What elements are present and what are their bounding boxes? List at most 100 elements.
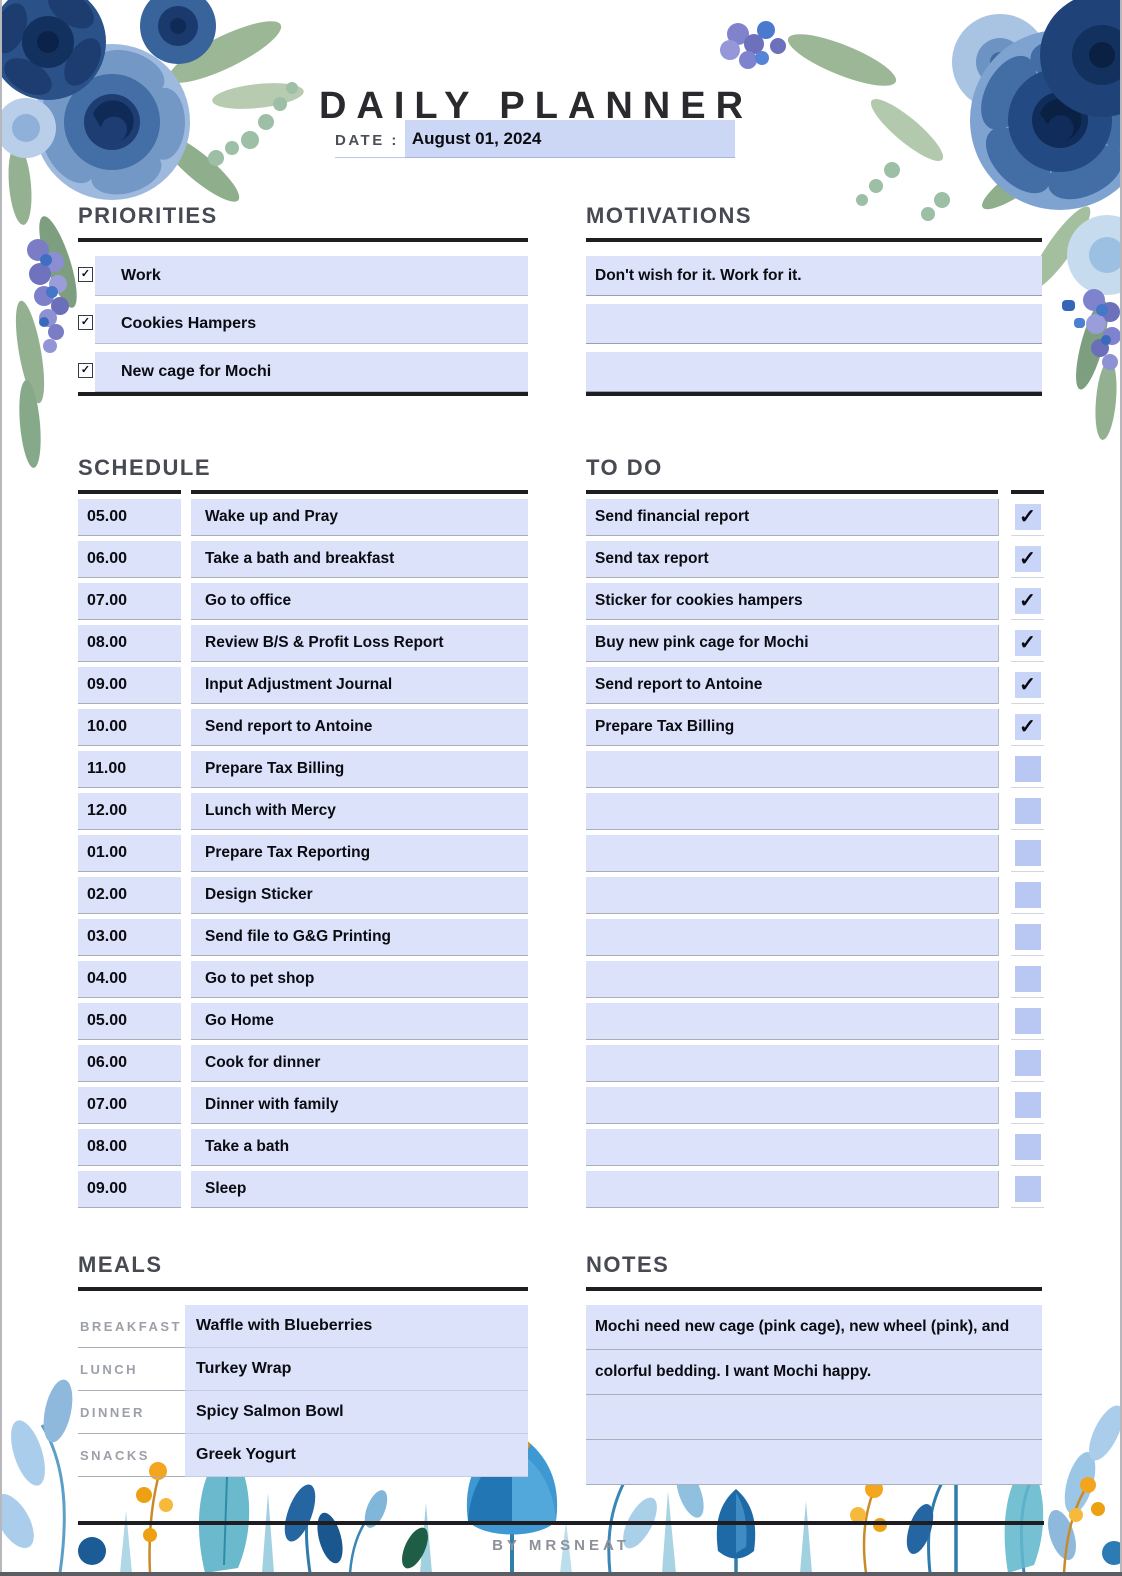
schedule-time[interactable]: 06.00 (78, 1045, 181, 1082)
todo-label[interactable] (586, 1129, 998, 1166)
todo-gap (998, 877, 1011, 914)
schedule-activity[interactable]: Go to pet shop (191, 961, 528, 998)
meal-value[interactable]: Spicy Salmon Bowl (185, 1391, 528, 1434)
todo-checkbox[interactable]: ✓ (1014, 504, 1041, 530)
schedule-time[interactable]: 08.00 (78, 625, 181, 662)
todo-checkbox[interactable] (1014, 1008, 1041, 1034)
schedule-activity[interactable]: Take a bath (191, 1129, 528, 1166)
note-line[interactable] (586, 1440, 1042, 1485)
todo-checkbox[interactable] (1014, 840, 1041, 866)
schedule-time[interactable]: 05.00 (78, 1003, 181, 1040)
meal-value[interactable]: Turkey Wrap (185, 1348, 528, 1391)
todo-row: Send financial report ✓ (586, 499, 1044, 536)
todo-label[interactable]: Send tax report (586, 541, 998, 578)
todo-checkbox[interactable] (1014, 924, 1041, 950)
todo-checkbox[interactable]: ✓ (1014, 588, 1041, 614)
todo-checkbox[interactable] (1014, 1176, 1041, 1202)
schedule-activity[interactable]: Cook for dinner (191, 1045, 528, 1082)
schedule-time[interactable]: 03.00 (78, 919, 181, 956)
schedule-time[interactable]: 05.00 (78, 499, 181, 536)
meal-value[interactable]: Waffle with Blueberries (185, 1305, 528, 1348)
motivation-row[interactable] (586, 352, 1042, 392)
todo-label[interactable] (586, 919, 998, 956)
todo-checkbox[interactable] (1014, 1134, 1041, 1160)
schedule-time[interactable]: 07.00 (78, 583, 181, 620)
todo-label[interactable] (586, 1045, 998, 1082)
schedule-activity[interactable]: Go Home (191, 1003, 528, 1040)
priority-label[interactable]: Cookies Hampers (121, 315, 257, 332)
note-line[interactable] (586, 1395, 1042, 1440)
todo-checkbox[interactable] (1014, 798, 1041, 824)
todo-checkbox[interactable]: ✓ (1014, 630, 1041, 656)
todo-label[interactable]: Prepare Tax Billing (586, 709, 998, 746)
todo-row (586, 919, 1044, 956)
schedule-gap (181, 919, 191, 956)
schedule-activity[interactable]: Prepare Tax Billing (191, 751, 528, 788)
todo-label[interactable]: Buy new pink cage for Mochi (586, 625, 998, 662)
schedule-activity[interactable]: Send report to Antoine (191, 709, 528, 746)
schedule-activity[interactable]: Design Sticker (191, 877, 528, 914)
todo-label[interactable] (586, 877, 998, 914)
schedule-time[interactable]: 11.00 (78, 751, 181, 788)
schedule-time[interactable]: 01.00 (78, 835, 181, 872)
schedule-activity[interactable]: Send file to G&G Printing (191, 919, 528, 956)
priority-checkbox[interactable]: ✓ (78, 267, 93, 282)
todo-row (586, 1003, 1044, 1040)
note-line[interactable]: Mochi need new cage (pink cage), new whe… (586, 1305, 1042, 1350)
schedule-activity[interactable]: Sleep (191, 1171, 528, 1208)
todo-label[interactable] (586, 751, 998, 788)
schedule-time[interactable]: 10.00 (78, 709, 181, 746)
schedule-time[interactable]: 06.00 (78, 541, 181, 578)
motivation-row[interactable]: Don't wish for it. Work for it. (586, 256, 1042, 296)
schedule-activity[interactable]: Wake up and Pray (191, 499, 528, 536)
schedule-activity[interactable]: Review B/S & Profit Loss Report (191, 625, 528, 662)
schedule-time[interactable]: 07.00 (78, 1087, 181, 1124)
motivation-row[interactable] (586, 304, 1042, 344)
todo-checkbox-cell (1011, 835, 1044, 872)
meal-value[interactable]: Greek Yogurt (185, 1434, 528, 1477)
schedule-activity[interactable]: Input Adjustment Journal (191, 667, 528, 704)
todo-checkbox[interactable] (1014, 1092, 1041, 1118)
todo-checkbox[interactable]: ✓ (1014, 672, 1041, 698)
date-field[interactable]: August 01, 2024 (404, 120, 735, 158)
todo-label[interactable] (586, 961, 998, 998)
schedule-time[interactable]: 04.00 (78, 961, 181, 998)
schedule-activity[interactable]: Take a bath and breakfast (191, 541, 528, 578)
schedule-activity[interactable]: Go to office (191, 583, 528, 620)
todo-label[interactable]: Sticker for cookies hampers (586, 583, 998, 620)
todo-label[interactable] (586, 793, 998, 830)
priority-label[interactable]: Work (121, 267, 161, 284)
schedule-activity[interactable]: Lunch with Mercy (191, 793, 528, 830)
schedule-row: 05.00 Wake up and Pray (78, 499, 528, 536)
todo-gap (998, 919, 1011, 956)
priority-checkbox[interactable]: ✓ (78, 363, 93, 378)
todo-checkbox[interactable] (1014, 882, 1041, 908)
todo-checkbox[interactable] (1014, 966, 1041, 992)
schedule-activity[interactable]: Prepare Tax Reporting (191, 835, 528, 872)
schedule-time[interactable]: 08.00 (78, 1129, 181, 1166)
todo-checkbox[interactable] (1014, 756, 1041, 782)
motivations-rule (586, 238, 1042, 242)
schedule-time[interactable]: 09.00 (78, 667, 181, 704)
todo-label[interactable] (586, 1087, 998, 1124)
todo-checkbox-cell (1011, 919, 1044, 956)
schedule-activity[interactable]: Dinner with family (191, 1087, 528, 1124)
todo-checkbox-cell: ✓ (1011, 583, 1044, 620)
todo-label[interactable]: Send report to Antoine (586, 667, 998, 704)
todo-list: Send financial report ✓ Send tax report … (586, 499, 1044, 1208)
todo-label[interactable]: Send financial report (586, 499, 998, 536)
todo-label[interactable] (586, 1171, 998, 1208)
priority-checkbox[interactable]: ✓ (78, 315, 93, 330)
note-line[interactable]: colorful bedding. I want Mochi happy. (586, 1350, 1042, 1395)
schedule-time[interactable]: 09.00 (78, 1171, 181, 1208)
todo-checkbox[interactable]: ✓ (1014, 714, 1041, 740)
schedule-time[interactable]: 02.00 (78, 877, 181, 914)
schedule-row: 01.00 Prepare Tax Reporting (78, 835, 528, 872)
todo-checkbox[interactable]: ✓ (1014, 546, 1041, 572)
priority-label[interactable]: New cage for Mochi (121, 363, 272, 380)
todo-label[interactable] (586, 1003, 998, 1040)
todo-checkbox[interactable] (1014, 1050, 1041, 1076)
todo-label[interactable] (586, 835, 998, 872)
schedule-time[interactable]: 12.00 (78, 793, 181, 830)
